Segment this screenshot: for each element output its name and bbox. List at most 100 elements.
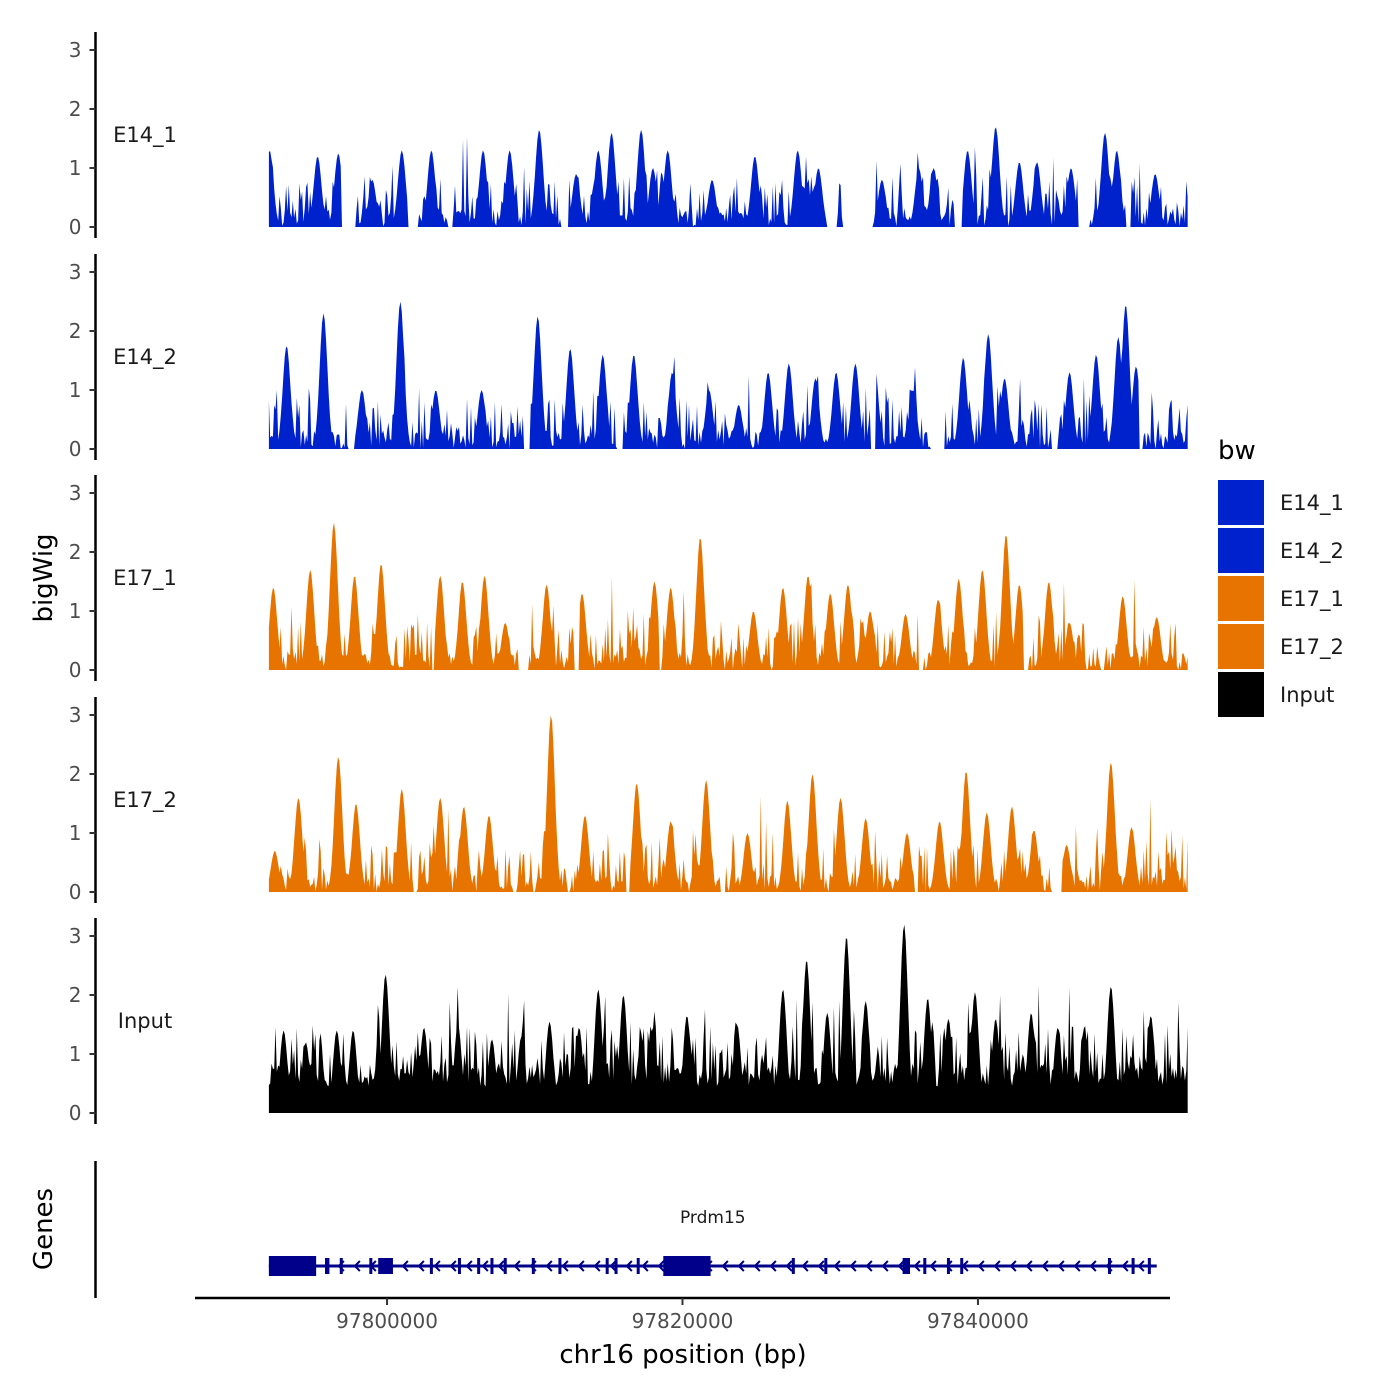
gene-exon	[824, 1258, 828, 1274]
legend-entry: E14_2	[1218, 528, 1344, 573]
strand-arrow	[865, 1260, 873, 1272]
gene-exon	[960, 1258, 964, 1274]
bigwig-tracks: 0 1 2 3 E14_1 0 1 2 3 E14_2 0 1 2 3 E17_1 0 1 2 3 E17_2 0 1 2 3…	[69, 32, 1188, 1125]
y-tick-label: 1	[69, 156, 82, 180]
strand-arrow	[1025, 1260, 1033, 1272]
gene-exon	[614, 1258, 618, 1274]
gene-exon	[636, 1258, 640, 1274]
track-label: E14_1	[113, 123, 177, 148]
strand-arrow	[913, 1260, 921, 1272]
y-tick-label: 0	[69, 1101, 82, 1125]
gene-exon	[490, 1258, 494, 1274]
y-tick-label: 1	[69, 378, 82, 402]
track-input: 0 1 2 3 Input	[69, 918, 1188, 1125]
strand-arrow	[609, 1260, 617, 1272]
track-label: E17_2	[113, 788, 177, 813]
gene-track-title: Genes	[29, 1188, 59, 1270]
y-tick-label: 0	[69, 437, 82, 461]
legend-swatch	[1218, 528, 1264, 573]
legend-swatch	[1218, 576, 1264, 621]
y-tick-label: 1	[69, 1042, 82, 1066]
strand-arrow	[737, 1260, 745, 1272]
strand-arrow	[481, 1260, 489, 1272]
legend-entry: E14_1	[1218, 480, 1344, 525]
strand-arrow	[945, 1260, 953, 1272]
gene-exon	[369, 1258, 373, 1274]
strand-arrow	[1121, 1260, 1129, 1272]
legend-title: bw	[1218, 436, 1256, 466]
strand-arrow	[1057, 1260, 1065, 1272]
track-label: E17_1	[113, 566, 177, 591]
legend-label: E17_2	[1280, 635, 1344, 660]
strand-arrow	[801, 1260, 809, 1272]
gene-exon	[325, 1258, 330, 1274]
strand-arrow	[641, 1260, 649, 1272]
strand-arrow	[465, 1260, 473, 1272]
strand-arrow	[785, 1260, 793, 1272]
x-axis: 97800000 97820000 97840000 chr16 position …	[195, 1296, 1170, 1370]
gene-exon	[503, 1258, 507, 1274]
strand-arrow	[929, 1260, 937, 1272]
y-tick-label: 0	[69, 880, 82, 904]
strand-arrow	[817, 1260, 825, 1272]
gene-exon	[558, 1258, 562, 1274]
strand-arrow	[353, 1260, 361, 1272]
track-e14-2: 0 1 2 3 E14_2	[69, 254, 1188, 461]
track-e14-1: 0 1 2 3 E14_1	[69, 32, 1188, 239]
gene-exon	[791, 1258, 795, 1274]
legend-entry: E17_1	[1218, 576, 1344, 621]
y-tick-label: 2	[69, 762, 82, 786]
gene-track: Genes Prdm15	[29, 1161, 1157, 1298]
gene-exon	[378, 1258, 393, 1274]
gene-exon	[1131, 1258, 1135, 1274]
strand-arrow	[1041, 1260, 1049, 1272]
gene-exon	[902, 1258, 910, 1274]
strand-arrow	[753, 1260, 761, 1272]
strand-arrow	[417, 1260, 425, 1272]
gene-exon	[477, 1258, 481, 1274]
strand-arrow	[721, 1260, 729, 1272]
y-tick-label: 0	[69, 658, 82, 682]
strand-arrow	[625, 1260, 633, 1272]
strand-arrow	[993, 1260, 1001, 1272]
strand-arrow	[897, 1260, 905, 1272]
strand-arrow	[1009, 1260, 1017, 1272]
strand-arrow	[1089, 1260, 1097, 1272]
gene-exon	[268, 1256, 317, 1276]
track-e17-2: 0 1 2 3 E17_2	[69, 697, 1188, 904]
legend-label: E14_2	[1280, 539, 1344, 564]
strand-arrow	[849, 1260, 857, 1272]
gene-exon	[429, 1258, 433, 1274]
strand-arrow	[593, 1260, 601, 1272]
y-tick-label: 3	[69, 924, 82, 948]
gene-exon	[531, 1258, 535, 1274]
strand-arrow	[401, 1260, 409, 1272]
legend-label: Input	[1280, 683, 1334, 707]
strand-arrow	[513, 1260, 521, 1272]
y-tick-label: 3	[69, 260, 82, 284]
signal-area-e17-2	[268, 715, 1188, 892]
gene-exon	[339, 1258, 343, 1274]
y-tick-label: 2	[69, 540, 82, 564]
gene-exon	[1107, 1258, 1111, 1274]
legend-swatch	[1218, 480, 1264, 525]
signal-area-e14-1	[268, 127, 1188, 227]
x-tick-label: 97840000	[927, 1309, 1029, 1333]
legend-label: E17_1	[1280, 587, 1344, 612]
legend-label: E14_1	[1280, 491, 1344, 516]
strand-arrow	[577, 1260, 585, 1272]
gene-model: Prdm15	[268, 1208, 1157, 1276]
strand-arrow	[881, 1260, 889, 1272]
legend-entry: Input	[1218, 672, 1334, 717]
y-axis-title: bigWig	[29, 533, 59, 622]
gene-name-label: Prdm15	[680, 1208, 746, 1228]
y-tick-label: 1	[69, 599, 82, 623]
legend-entry: E17_2	[1218, 624, 1344, 669]
y-tick-label: 3	[69, 703, 82, 727]
y-tick-label: 3	[69, 481, 82, 505]
gene-exon	[457, 1258, 461, 1274]
gene-exon	[605, 1258, 609, 1274]
y-tick-label: 1	[69, 821, 82, 845]
track-label: E14_2	[113, 345, 177, 370]
